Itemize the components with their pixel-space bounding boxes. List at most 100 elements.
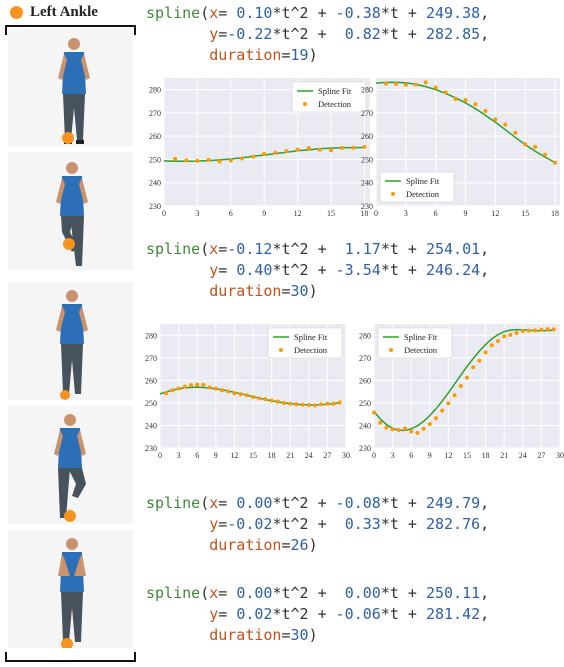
detection-point <box>452 393 457 398</box>
detection-point <box>378 420 383 425</box>
legend-label-fit: Spline Fit <box>406 176 440 186</box>
y-tick-label: 240 <box>359 421 371 430</box>
x-tick-label: 9 <box>214 451 218 460</box>
legend-dot-swatch <box>303 102 307 106</box>
x-tick-label: 0 <box>374 209 378 218</box>
y-tick-label: 270 <box>359 354 371 363</box>
detection-point <box>383 81 388 86</box>
x-tick-label: 18 <box>551 209 559 218</box>
detection-point <box>539 327 544 332</box>
detection-point <box>232 391 237 396</box>
detection-point <box>220 388 224 393</box>
spline-block-2: spline(x=-0.12*t^2 + 1.17*t + 254.01, y=… <box>146 240 490 300</box>
detection-point <box>514 331 519 336</box>
legend-box <box>377 327 453 359</box>
y-tick-label: 260 <box>149 132 161 141</box>
y-tick-label: 270 <box>145 354 157 363</box>
x-tick-label: 15 <box>521 209 529 218</box>
x-tick-label: 0 <box>372 451 376 460</box>
detection-point <box>306 402 311 407</box>
ankle-marker <box>64 510 76 522</box>
y-tick-label: 230 <box>149 202 161 211</box>
legend-label-detection: Detection <box>294 345 328 355</box>
x-tick-label: 21 <box>500 451 508 460</box>
detection-point <box>496 339 500 344</box>
detection-point <box>170 388 175 393</box>
video-frame-5 <box>8 530 133 648</box>
ankle-marker <box>62 132 74 144</box>
y-tick-label: 280 <box>145 331 157 340</box>
spline-block-1: spline(x= 0.10*t^2 + -0.38*t + 249.38, y… <box>146 4 490 64</box>
video-frame-1 <box>8 28 133 146</box>
chart-y-fit-1: 230 240 250 260 270 280 0 3 6 9 12 15 18 Spline Fit De… <box>361 78 560 218</box>
y-tick-label: 260 <box>361 132 373 141</box>
video-frame-2 <box>8 152 133 270</box>
detection-point <box>306 146 311 151</box>
detection-point <box>284 149 289 154</box>
x-tick-label: 27 <box>323 451 331 460</box>
chart-legend: Spline Fit Detection <box>267 327 343 359</box>
detection-point <box>257 396 262 401</box>
x-tick-label: 15 <box>249 451 257 460</box>
detection-point <box>337 400 342 405</box>
detection-point <box>282 401 286 406</box>
detection-point <box>421 426 426 431</box>
detection-point <box>533 144 538 149</box>
detection-point <box>533 328 538 333</box>
y-tick-label: 230 <box>361 202 373 211</box>
spline-block-3: spline(x= 0.00*t^2 + -0.08*t + 249.79, y… <box>146 494 490 554</box>
detection-point <box>471 365 476 370</box>
x-tick-label: 3 <box>177 451 181 460</box>
chart-x-fit-1: 230 240 250 260 270 280 0 3 6 9 12 15 18 Spline Fit De… <box>149 78 370 218</box>
detection-point <box>176 386 181 391</box>
detection-point <box>217 159 222 164</box>
detection-point <box>195 158 200 163</box>
detection-point <box>207 385 212 390</box>
detection-point <box>294 402 299 407</box>
x-tick-label: 0 <box>158 451 162 460</box>
x-tick-label: 12 <box>294 209 302 218</box>
legend-dot-swatch <box>389 348 393 352</box>
x-tick-label: 6 <box>409 451 413 460</box>
y-tick-label: 250 <box>145 399 157 408</box>
detection-point <box>329 148 334 153</box>
detection-point <box>226 389 231 394</box>
y-tick-label: 240 <box>149 179 161 188</box>
x-tick-label: 9 <box>464 209 468 218</box>
y-tick-label: 230 <box>145 444 157 453</box>
legend-label: Left Ankle <box>30 3 98 20</box>
y-tick-label: 260 <box>359 376 371 385</box>
chart-y-fit-2: 230 240 250 260 270 280 0 3 6 9 12 15 18 21 24 27 30 Spli… <box>359 324 564 460</box>
chart-legend: Spline Fit Detection <box>377 327 453 359</box>
x-tick-label: 15 <box>463 451 471 460</box>
detection-point <box>520 328 525 333</box>
legend-label-fit: Spline Fit <box>294 332 328 342</box>
y-tick-label: 250 <box>359 399 371 408</box>
detection-point <box>228 158 233 163</box>
y-tick-label: 280 <box>149 86 161 95</box>
legend-box <box>379 171 455 203</box>
detection-point <box>527 328 531 333</box>
detection-point <box>340 145 345 150</box>
detection-point <box>502 334 507 339</box>
x-tick-label: 30 <box>556 451 564 460</box>
detection-point <box>508 332 513 337</box>
video-frame-3 <box>8 282 133 400</box>
legend-label-detection: Detection <box>406 189 440 199</box>
detection-point <box>403 82 408 87</box>
detection-point <box>319 402 324 407</box>
x-tick-label: 21 <box>286 451 294 460</box>
detection-point <box>269 398 274 403</box>
detection-point <box>393 81 398 86</box>
ankle-marker <box>60 390 70 400</box>
detection-point <box>413 82 418 87</box>
detection-point <box>465 375 469 380</box>
x-tick-label: 12 <box>230 451 238 460</box>
detection-point <box>483 109 488 114</box>
detection-point <box>273 150 278 155</box>
detection-point <box>543 152 548 157</box>
detection-point <box>551 327 556 332</box>
legend-label-fit: Spline Fit <box>318 86 352 96</box>
detection-point <box>251 154 256 159</box>
detection-point <box>331 401 336 406</box>
